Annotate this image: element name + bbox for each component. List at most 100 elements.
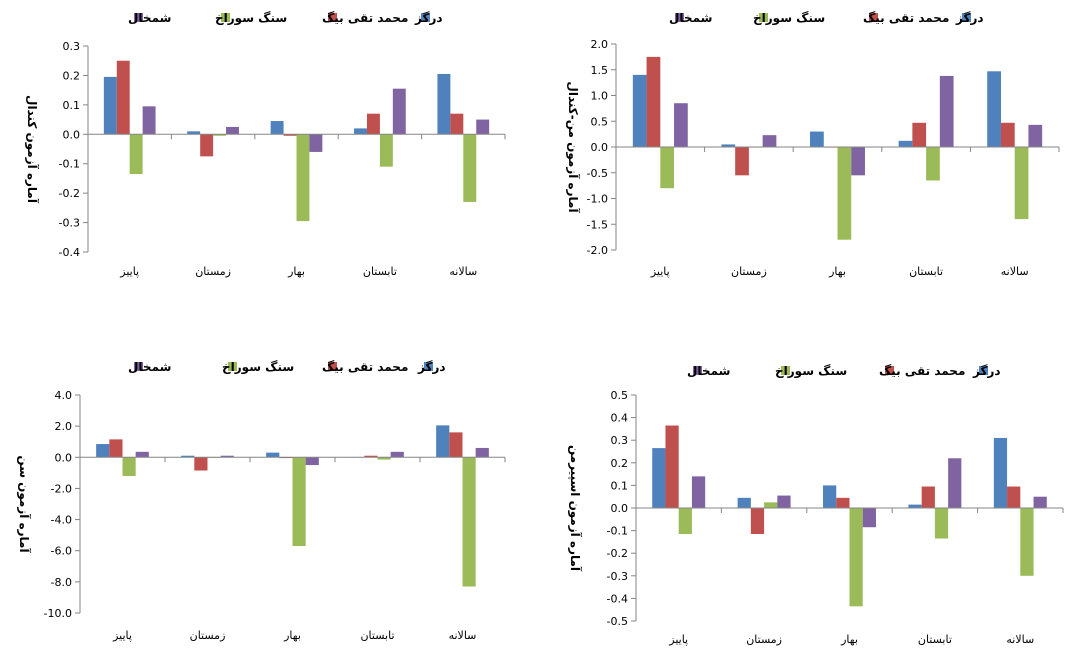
bar xyxy=(823,485,837,508)
y-tick-label: -0.4 xyxy=(607,592,628,605)
bar xyxy=(129,134,143,175)
bar xyxy=(948,458,962,508)
y-tick-label: 2.0 xyxy=(55,420,73,433)
bar xyxy=(934,508,949,539)
legend-label: سنگ سوراخ xyxy=(215,11,287,26)
bar xyxy=(476,119,490,135)
y-axis-title: آماره آزمون من-کندال xyxy=(565,81,581,213)
y-tick-label: -0.2 xyxy=(59,187,80,200)
legend-label: سنگ سوراخ xyxy=(775,364,847,379)
bar xyxy=(721,144,736,147)
legend-label: سنگ سوراخ xyxy=(222,360,294,375)
chart-spearman: درگز محمد تقی بیگ سنگ سوراخ شمخال 0.5 0.4 0.3 0… xyxy=(541,345,1081,655)
bar xyxy=(851,147,865,176)
bar xyxy=(194,457,208,471)
y-tick-label: 4.0 xyxy=(55,389,73,402)
bar xyxy=(762,135,777,147)
bar xyxy=(366,113,380,135)
legend-swatch xyxy=(869,13,878,22)
bar xyxy=(912,122,927,147)
legend-label: درگز xyxy=(414,11,443,25)
y-axis-title: آماره آزمون اسپیرمن xyxy=(567,445,583,572)
y-tick-label: 0.5 xyxy=(591,115,609,128)
y-tick-label: -0.4 xyxy=(59,246,80,259)
bar xyxy=(750,508,765,534)
legend-swatch xyxy=(424,362,433,371)
bar xyxy=(213,134,227,136)
category-label: سالانه xyxy=(449,629,477,642)
legend-swatch xyxy=(962,13,971,22)
bar xyxy=(390,451,404,458)
y-tick-label: -0.2 xyxy=(607,547,628,560)
bar xyxy=(737,497,751,508)
bar xyxy=(939,75,954,147)
bar xyxy=(777,495,791,508)
y-tick-label: -2.0 xyxy=(51,482,72,495)
category-label: زمستان xyxy=(195,265,231,278)
legend-label: محمد تقی بیگ xyxy=(322,11,408,25)
bar xyxy=(96,444,110,458)
bar xyxy=(665,425,679,508)
category-label: بهار xyxy=(287,265,305,278)
bar xyxy=(987,71,1001,147)
legend-swatch xyxy=(134,362,143,371)
bar xyxy=(392,88,406,135)
bar xyxy=(109,439,123,458)
bar xyxy=(1020,508,1034,576)
bar xyxy=(437,73,451,135)
y-tick-label: 1.0 xyxy=(591,90,609,103)
legend-label: سنگ سوراخ xyxy=(753,11,825,26)
bar xyxy=(1028,124,1043,147)
bar xyxy=(103,76,117,135)
category-label: بهار xyxy=(828,265,846,278)
category-label: سالانه xyxy=(1001,265,1029,278)
bar xyxy=(926,147,940,181)
y-tick-label: 0.3 xyxy=(611,434,629,447)
bar xyxy=(377,457,391,460)
y-tick-label: 0.2 xyxy=(63,69,81,82)
legend-label: شمخال xyxy=(687,364,730,378)
category-label: سالانه xyxy=(1006,633,1034,646)
legend-swatch xyxy=(421,13,430,22)
category-label: تابستان xyxy=(360,629,394,642)
bar xyxy=(660,147,675,189)
y-tick-label: 0.0 xyxy=(591,141,609,154)
chart-svg: درگز محمد تقی بیگ سنگ سوراخ شمخال 0.3 0.2 0.1 0… xyxy=(24,11,506,278)
bar xyxy=(187,131,201,135)
legend-label: محمد تقی بیگ xyxy=(322,360,408,374)
category-label: تابستان xyxy=(363,265,397,278)
category-label: زمستان xyxy=(190,629,226,642)
bar xyxy=(309,134,323,152)
chart-kendall: درگز محمد تقی بیگ سنگ سوراخ شمخال 0.3 0.2 0.1 0… xyxy=(0,0,540,300)
bar xyxy=(116,60,130,135)
bar xyxy=(475,447,489,458)
y-axis-title: آماره آزمون سن xyxy=(16,455,32,553)
y-tick-label: 0.0 xyxy=(611,502,629,515)
category-label: زمستان xyxy=(731,265,767,278)
y-tick-label: 0.2 xyxy=(611,457,629,470)
bar xyxy=(270,121,284,135)
bar xyxy=(632,74,647,147)
bar xyxy=(354,128,367,135)
bar xyxy=(678,508,692,534)
bar xyxy=(462,457,476,587)
y-tick-label: 0.5 xyxy=(611,389,629,402)
chart-svg: درگز محمد تقی بیگ سنگ سوراخ شمخال 2.0 1.5 1.0 0… xyxy=(565,11,1060,278)
bar xyxy=(764,502,778,508)
category-label: بهار xyxy=(840,633,858,646)
y-tick-label: 0.0 xyxy=(63,128,81,141)
y-tick-label: -1.5 xyxy=(587,218,608,231)
y-axis-title: آماره آزمون کندال xyxy=(24,95,40,204)
bar xyxy=(450,113,464,135)
bar xyxy=(449,432,463,458)
y-tick-label: -0.3 xyxy=(607,570,628,583)
y-tick-label: -0.5 xyxy=(587,167,608,180)
legend-swatch xyxy=(328,362,337,371)
legend-swatch xyxy=(781,366,790,375)
category-label: تابستان xyxy=(909,265,943,278)
legend-swatch xyxy=(221,13,230,22)
bar xyxy=(1000,122,1015,147)
bar xyxy=(1033,496,1047,508)
y-tick-label: -0.1 xyxy=(59,158,80,171)
category-label: بهار xyxy=(283,629,301,642)
